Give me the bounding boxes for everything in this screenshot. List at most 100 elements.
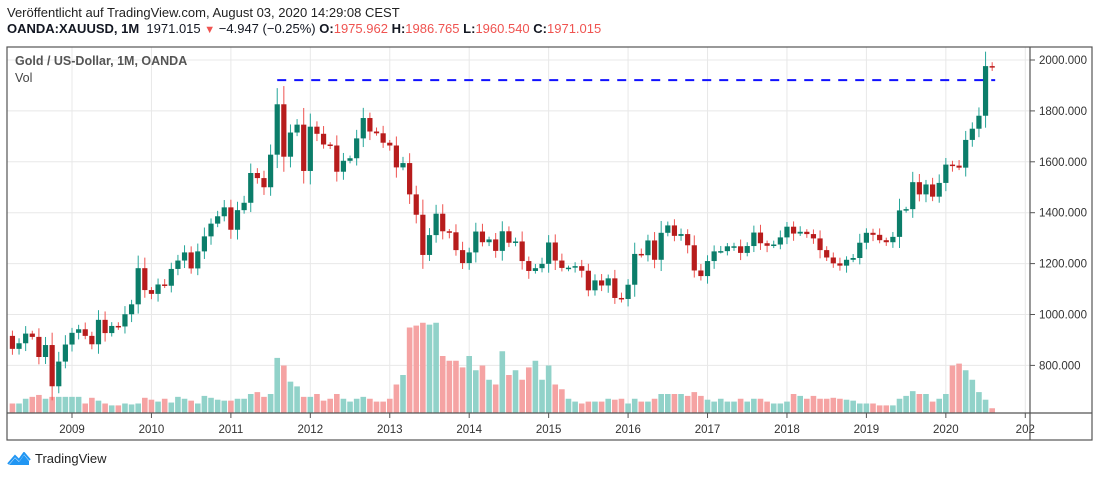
volume-bar [850, 400, 856, 413]
candle-body [221, 207, 227, 217]
volume-bar [989, 408, 995, 413]
candle-body [241, 202, 247, 211]
price-change: −4.947 (−0.25%) [218, 21, 316, 36]
volume-bar [784, 401, 790, 413]
volume-bar [949, 365, 956, 413]
candle-body [956, 165, 962, 168]
candle-body [512, 241, 519, 243]
tradingview-logo[interactable]: TradingView [7, 451, 107, 466]
volume-bar [790, 394, 797, 413]
x-tick-label: 2010 [139, 424, 165, 436]
candle-body [638, 253, 644, 256]
low-label: L: [463, 21, 476, 36]
volume-bar [426, 324, 433, 413]
volume-bar [62, 396, 69, 413]
volume-bar [420, 322, 426, 413]
candle-body [42, 345, 49, 358]
candle-body [585, 270, 591, 291]
y-tick-label: 2000.000 [1039, 55, 1087, 67]
y-tick-label: 1000.000 [1039, 310, 1087, 322]
candle-body [830, 257, 836, 264]
candle-body [254, 172, 260, 179]
volume-bar [439, 356, 446, 413]
volume-bar [360, 396, 367, 413]
volume-bar [453, 360, 459, 413]
close-value: 1971.015 [547, 21, 602, 36]
volume-bar [254, 392, 261, 413]
open-label: O: [319, 21, 334, 36]
y-tick-label: 1800.000 [1039, 106, 1087, 118]
low-value: 1960.540 [475, 21, 530, 36]
candle-body [29, 333, 35, 337]
volume-bar [241, 398, 247, 413]
volume-bar [499, 351, 506, 413]
candle-body [738, 246, 744, 253]
volume-bar [757, 398, 764, 413]
published-info: Veröffentlicht auf TradingView.com, Augu… [7, 5, 400, 20]
candle-body [777, 237, 783, 245]
volume-bar [612, 399, 618, 413]
candle-body [188, 252, 194, 269]
volume-bar [843, 399, 850, 413]
volume-bar [29, 396, 36, 413]
volume-bar [572, 401, 578, 413]
candle-body [843, 259, 850, 266]
volume-bar [433, 322, 439, 413]
volume-bar [267, 394, 274, 413]
candle-body [863, 232, 869, 243]
candle-body [360, 118, 366, 139]
volume-bar [506, 375, 512, 413]
volume-bar [367, 398, 373, 413]
volume-bar [837, 398, 843, 413]
candle-body [407, 163, 413, 195]
candle-body [215, 216, 221, 224]
candle-body [903, 209, 909, 211]
candle-body [949, 164, 956, 167]
candle-body [883, 240, 889, 243]
volume-bar [353, 398, 360, 413]
volume-bar [519, 379, 525, 413]
volume-bar [876, 405, 883, 413]
candle-body [982, 66, 989, 116]
volume-bar [777, 403, 784, 413]
volume-bar [307, 396, 314, 413]
down-arrow-icon: ▼ [204, 24, 216, 36]
volume-bar [102, 403, 108, 413]
volume-bar [446, 360, 453, 413]
volume-bar [651, 398, 658, 413]
volume-bar [770, 403, 777, 413]
candle-body [870, 232, 876, 235]
x-tick-label: 2020 [933, 424, 959, 436]
candle-body [413, 194, 419, 215]
candle-body [506, 231, 512, 243]
volume-bar [155, 401, 161, 413]
volume-bar [386, 398, 393, 413]
volume-bar [82, 403, 89, 413]
candle-body [334, 145, 340, 172]
volume-bar [532, 360, 539, 413]
candle-body [148, 290, 155, 294]
candle-body [910, 182, 916, 210]
candle-body [228, 207, 234, 230]
candle-body [744, 246, 750, 253]
candle-body [354, 138, 360, 159]
x-tick-label: 2018 [774, 424, 800, 436]
symbol-info-bar: OANDA:XAUUSD, 1M 1971.015 ▼ −4.947 (−0.2… [7, 21, 601, 36]
volume-bar [804, 398, 810, 413]
volume-bar [969, 379, 976, 413]
candle-body [479, 231, 486, 243]
candle-body [115, 325, 121, 328]
volume-bar [585, 401, 592, 413]
volume-bar [75, 396, 82, 413]
volume-bar [16, 403, 22, 413]
candle-body [969, 128, 975, 140]
volume-bar [982, 399, 989, 413]
volume-bar [135, 403, 141, 413]
volume-bar [744, 401, 751, 413]
volume-bar [9, 403, 16, 413]
candle-body [764, 243, 770, 246]
candle-body [175, 260, 181, 269]
x-tick-label: 2011 [219, 424, 244, 436]
volume-bar [678, 394, 684, 413]
